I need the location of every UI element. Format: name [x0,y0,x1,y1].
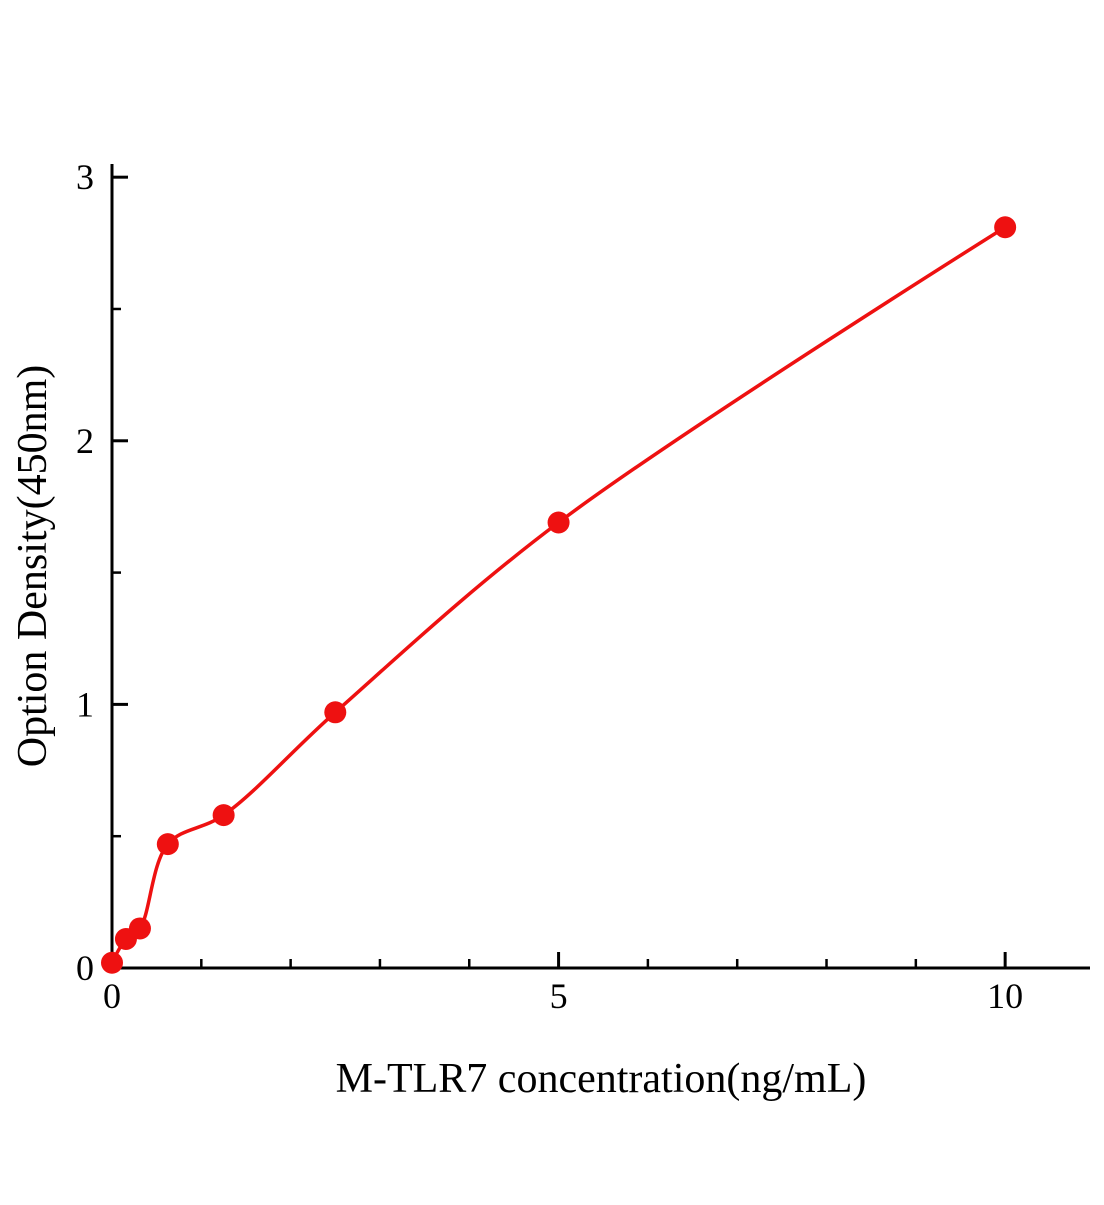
data-point [547,511,570,534]
data-point [212,804,235,827]
fit-curve [110,225,1007,964]
y-axis-title: Option Density(450nm) [10,365,56,767]
plot-series [101,216,1017,974]
x-tick-label: 0 [103,976,121,1016]
data-point [156,833,179,856]
axes: 0 5 10 0 1 2 3 [76,157,1090,1016]
y-tick-label: 3 [76,157,94,197]
x-tick-label: 5 [550,976,568,1016]
data-point [994,216,1017,239]
y-tick-label: 1 [76,684,94,724]
y-tick-label: 2 [76,421,94,461]
data-point [324,701,347,724]
x-axis-title: M-TLR7 concentration(ng/mL) [336,1056,867,1102]
data-point [128,917,151,940]
y-tick-label: 0 [76,948,94,988]
x-tick-label: 10 [987,976,1023,1016]
data-point [101,951,123,974]
